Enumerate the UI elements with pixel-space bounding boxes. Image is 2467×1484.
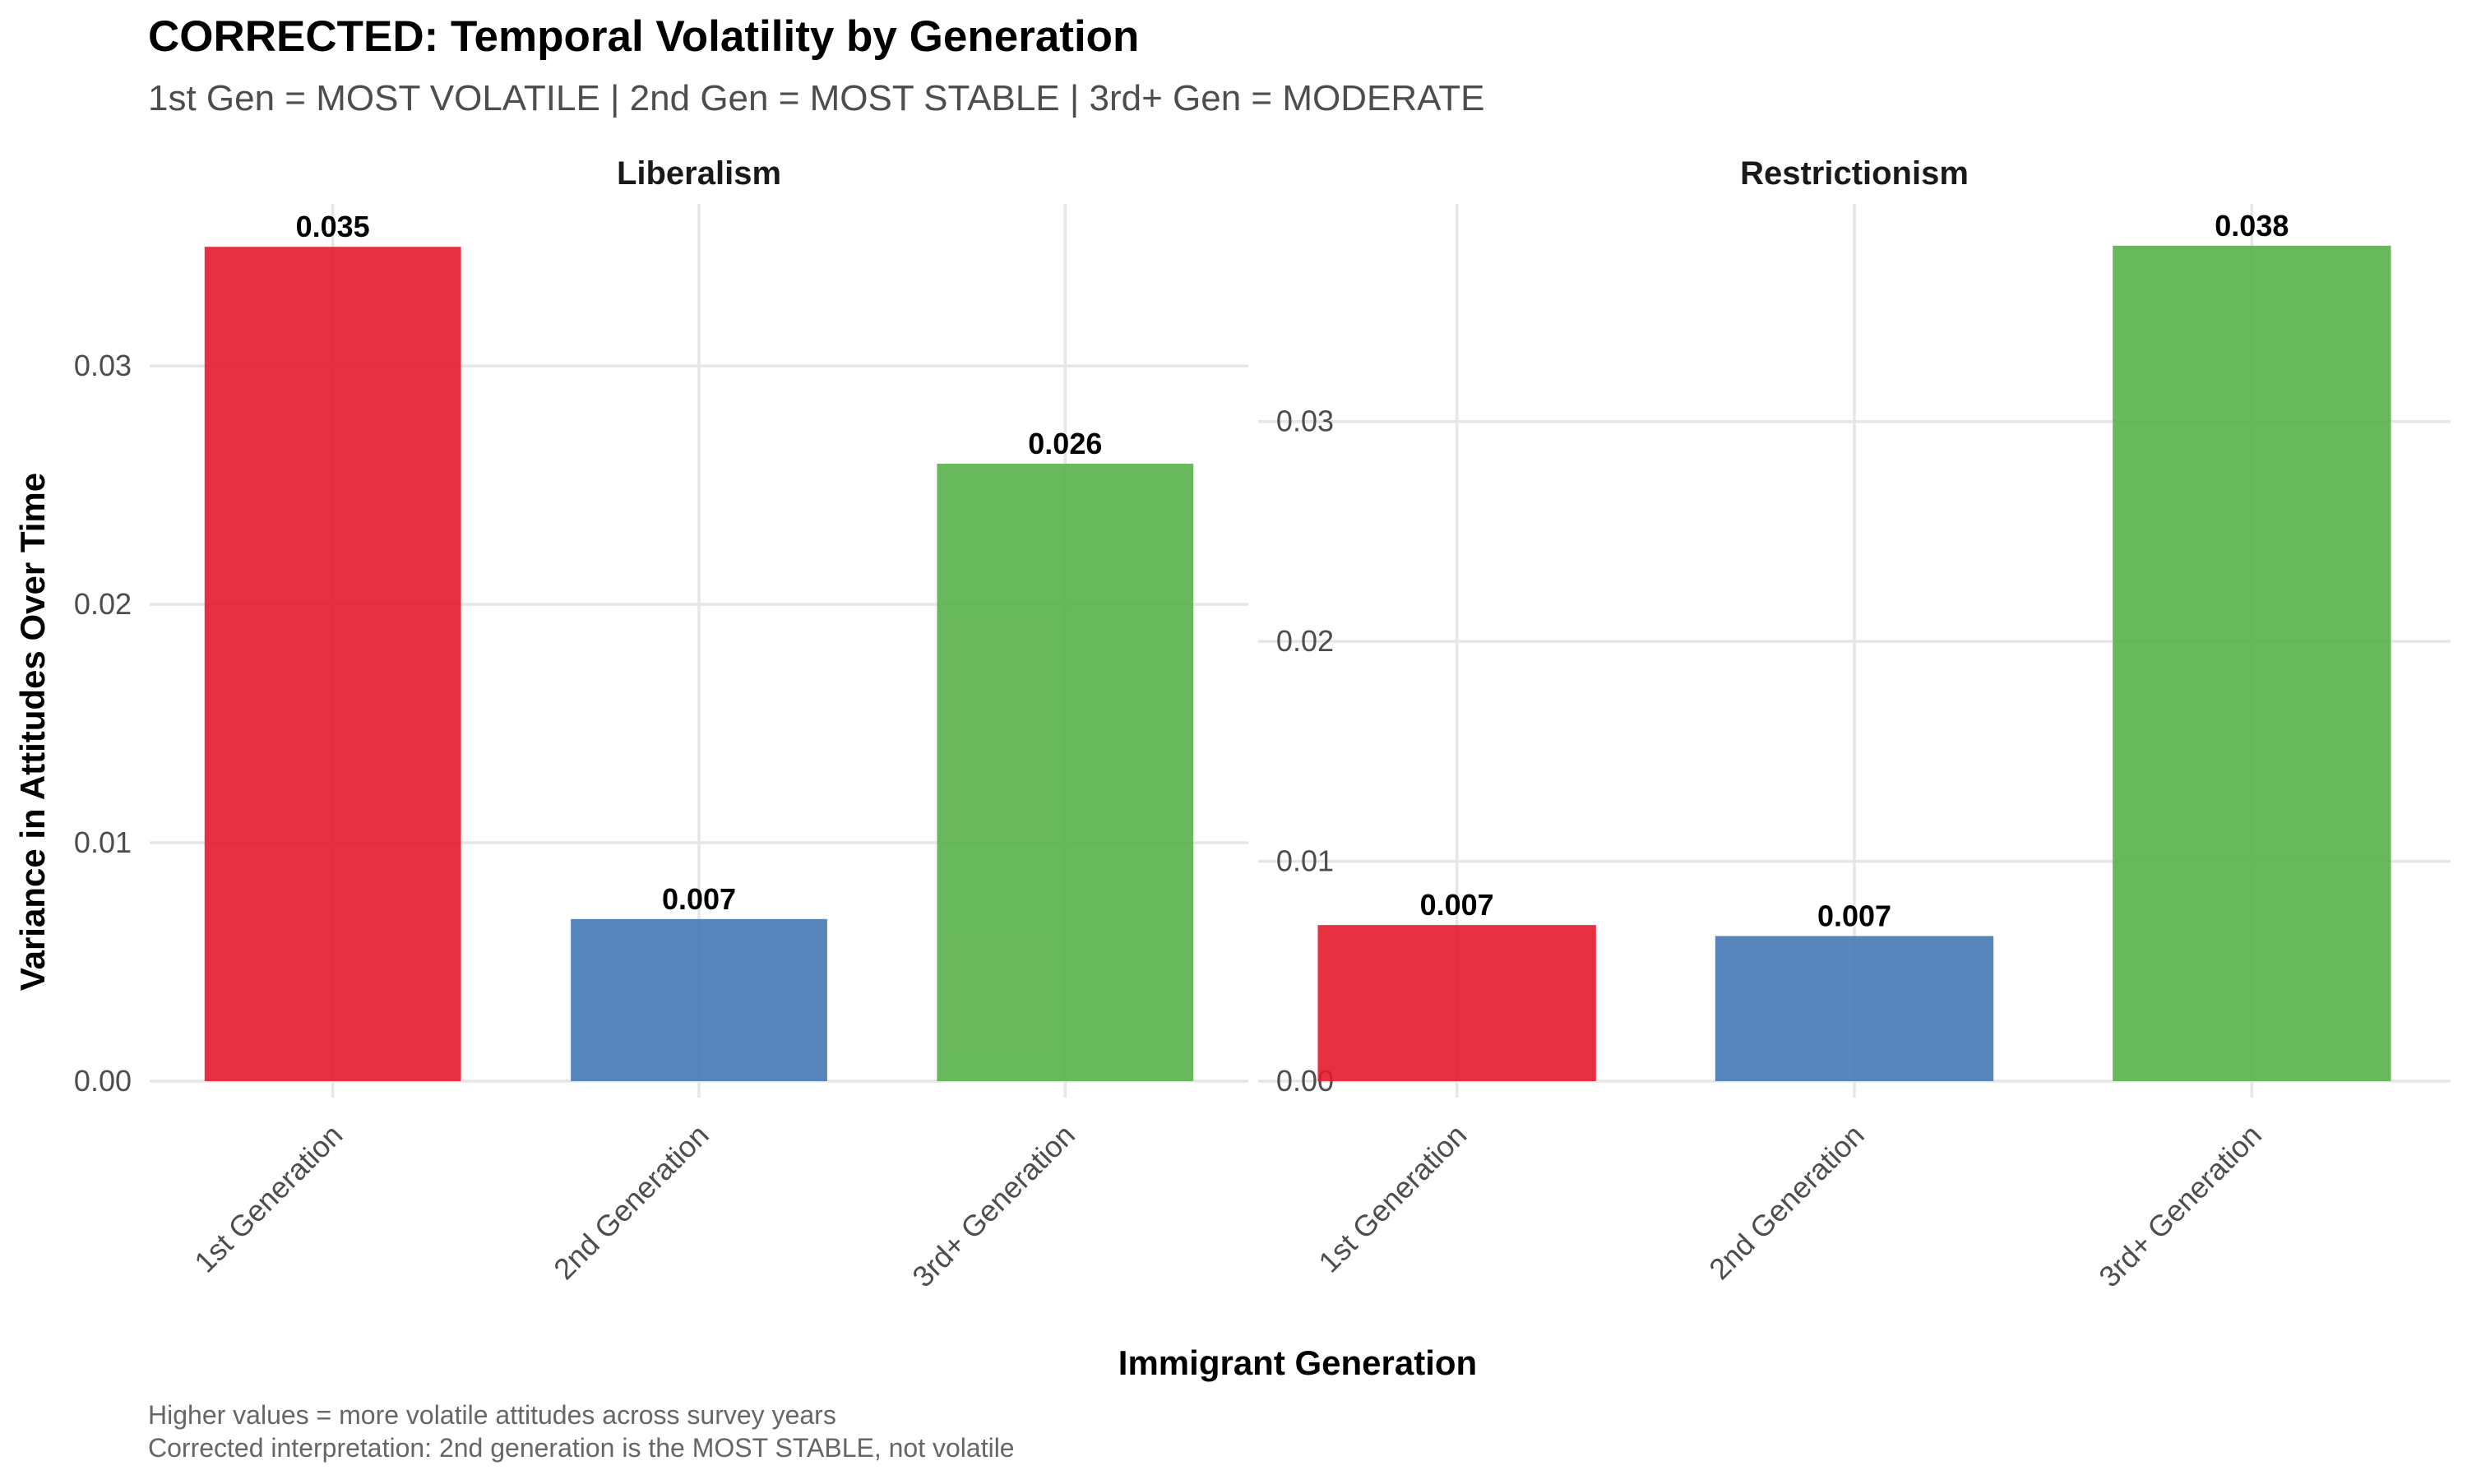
bar-2: [571, 918, 827, 1081]
y-tick-label: 0.03: [74, 349, 132, 382]
bar-value-label: 0.007: [1420, 888, 1494, 922]
y-axis-title: Variance in Attitudes Over Time: [13, 473, 52, 991]
bar-value-label: 0.035: [296, 210, 370, 243]
y-tick-label: 0.03: [1276, 405, 1334, 438]
chart-title: CORRECTED: Temporal Volatility by Genera…: [148, 12, 1139, 61]
y-tick-label: 0.01: [1276, 844, 1334, 878]
caption-line-1: Higher values = more volatile attitudes …: [148, 1400, 836, 1430]
y-tick-label: 0.02: [1276, 624, 1334, 658]
facet-title: Liberalism: [617, 155, 781, 192]
bar-2: [1715, 936, 1994, 1081]
y-tick-label: 0.01: [74, 825, 132, 859]
bar-value-label: 0.007: [1817, 899, 1891, 933]
bar-value-label: 0.007: [662, 882, 736, 916]
facet-title: Restrictionism: [1740, 155, 1969, 192]
bar-3: [2113, 245, 2391, 1081]
chart-subtitle: 1st Gen = MOST VOLATILE | 2nd Gen = MOST…: [148, 78, 1484, 118]
caption-line-2: Corrected interpretation: 2nd generation…: [148, 1433, 1015, 1463]
bar-3: [937, 464, 1194, 1081]
x-axis-title: Immigrant Generation: [1118, 1343, 1477, 1382]
bar-value-label: 0.038: [2215, 209, 2289, 243]
y-tick-label: 0.02: [74, 587, 132, 621]
y-tick-label: 0.00: [74, 1064, 132, 1098]
bar-value-label: 0.026: [1028, 427, 1102, 460]
bar-1: [1317, 925, 1596, 1081]
bar-1: [204, 247, 461, 1082]
